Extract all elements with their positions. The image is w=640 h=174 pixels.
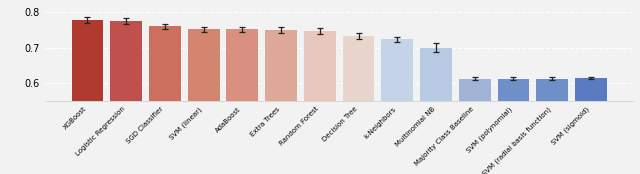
Bar — [381, 39, 413, 174]
Bar — [342, 36, 374, 174]
Bar — [227, 29, 259, 174]
Bar — [72, 20, 103, 174]
Bar — [188, 29, 220, 174]
Bar — [420, 48, 452, 174]
Bar — [498, 79, 529, 174]
Bar — [265, 30, 297, 174]
Bar — [536, 79, 568, 174]
Bar — [304, 31, 336, 174]
Bar — [575, 78, 607, 174]
Bar — [149, 26, 180, 174]
Bar — [110, 21, 142, 174]
Bar — [459, 79, 491, 174]
